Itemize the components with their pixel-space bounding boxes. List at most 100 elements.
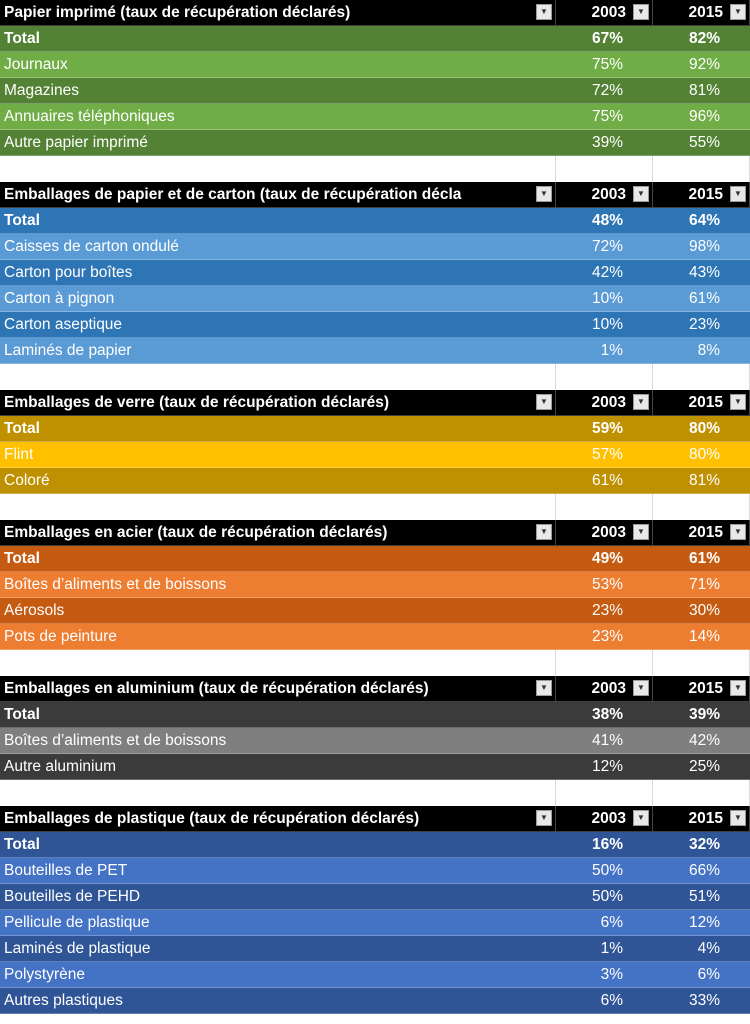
table-row[interactable]: Aérosols 23% 30% [0, 598, 750, 624]
value-year-b: 6% [697, 965, 720, 983]
filter-dropdown-icon[interactable]: ▼ [633, 186, 649, 202]
table-title: Emballages en acier (taux de récupératio… [0, 520, 556, 545]
filter-dropdown-icon[interactable]: ▼ [633, 810, 649, 826]
table-row[interactable]: Annuaires téléphoniques 75% 96% [0, 104, 750, 130]
value-year-b: 8% [697, 341, 720, 359]
table-row[interactable]: Boîtes d’aliments et de boissons 41% 42% [0, 728, 750, 754]
value-year-a: 10% [591, 289, 623, 307]
empty-cell [653, 364, 750, 390]
table-row[interactable]: Journaux 75% 92% [0, 52, 750, 78]
empty-cell [0, 780, 556, 806]
column-header-year-a: 2003 ▼ [556, 0, 653, 25]
year-b-label: 2015 [688, 393, 723, 411]
empty-cell [0, 650, 556, 676]
table-title: Papier imprimé (taux de récupération déc… [0, 0, 556, 25]
filter-dropdown-icon[interactable]: ▼ [633, 680, 649, 696]
empty-cell [556, 650, 653, 676]
spacer-row [0, 780, 750, 806]
table-header-row: Emballages de verre (taux de récupératio… [0, 390, 750, 416]
table-row[interactable]: Carton à pignon 10% 61% [0, 286, 750, 312]
filter-dropdown-icon[interactable]: ▼ [536, 680, 552, 696]
filter-dropdown-icon[interactable]: ▼ [730, 4, 746, 20]
table-row[interactable]: Flint 57% 80% [0, 442, 750, 468]
row-label: Laminés de plastique [4, 939, 151, 957]
filter-dropdown-icon[interactable]: ▼ [730, 810, 746, 826]
value-year-b: 81% [688, 471, 720, 489]
empty-cell [556, 364, 653, 390]
filter-dropdown-icon[interactable]: ▼ [730, 524, 746, 540]
table-row[interactable]: Autre aluminium 12% 25% [0, 754, 750, 780]
value-year-b: 64% [688, 211, 720, 229]
year-a-label: 2003 [591, 393, 626, 411]
empty-cell [0, 156, 556, 182]
table-row[interactable]: Pellicule de plastique 6% 12% [0, 910, 750, 936]
filter-dropdown-icon[interactable]: ▼ [730, 394, 746, 410]
filter-dropdown-icon[interactable]: ▼ [536, 394, 552, 410]
table-row[interactable]: Coloré 61% 81% [0, 468, 750, 494]
empty-cell [653, 780, 750, 806]
table-row[interactable]: Magazines 72% 81% [0, 78, 750, 104]
filter-dropdown-icon[interactable]: ▼ [536, 810, 552, 826]
value-year-b: 32% [688, 835, 720, 853]
row-label: Total [4, 29, 40, 47]
filter-dropdown-icon[interactable]: ▼ [536, 186, 552, 202]
table-row[interactable]: Laminés de papier 1% 8% [0, 338, 750, 364]
table-total-row[interactable]: Total 38% 39% [0, 702, 750, 728]
table-row[interactable]: Bouteilles de PET 50% 66% [0, 858, 750, 884]
filter-dropdown-icon[interactable]: ▼ [633, 524, 649, 540]
filter-dropdown-icon[interactable]: ▼ [536, 4, 552, 20]
table-row[interactable]: Caisses de carton ondulé 72% 98% [0, 234, 750, 260]
table-row[interactable]: Boîtes d’aliments et de boissons 53% 71% [0, 572, 750, 598]
value-year-b: 25% [688, 757, 720, 775]
filter-dropdown-icon[interactable]: ▼ [730, 186, 746, 202]
value-year-a: 12% [591, 757, 623, 775]
column-header-year-a: 2003 ▼ [556, 390, 653, 415]
table-row[interactable]: Carton pour boîtes 42% 43% [0, 260, 750, 286]
value-year-a: 50% [591, 887, 623, 905]
value-year-b: 23% [688, 315, 720, 333]
empty-cell [556, 494, 653, 520]
year-a-label: 2003 [591, 185, 626, 203]
table-row[interactable]: Autre papier imprimé 39% 55% [0, 130, 750, 156]
column-header-year-b: 2015 ▼ [653, 390, 750, 415]
table-row[interactable]: Laminés de plastique 1% 4% [0, 936, 750, 962]
value-year-a: 38% [591, 705, 623, 723]
table-title: Emballages en aluminium (taux de récupér… [0, 676, 556, 701]
filter-dropdown-icon[interactable]: ▼ [633, 4, 649, 20]
value-year-b: 82% [688, 29, 720, 47]
table-header-row: Emballages de plastique (taux de récupér… [0, 806, 750, 832]
row-label: Bouteilles de PEHD [4, 887, 141, 905]
filter-dropdown-icon[interactable]: ▼ [536, 524, 552, 540]
table-total-row[interactable]: Total 59% 80% [0, 416, 750, 442]
value-year-b: 61% [688, 289, 720, 307]
spacer-row [0, 364, 750, 390]
value-year-a: 67% [591, 29, 623, 47]
column-header-year-a: 2003 ▼ [556, 676, 653, 701]
table-total-row[interactable]: Total 48% 64% [0, 208, 750, 234]
table-header-row: Emballages en aluminium (taux de récupér… [0, 676, 750, 702]
table-total-row[interactable]: Total 67% 82% [0, 26, 750, 52]
row-label: Autres plastiques [4, 991, 123, 1009]
empty-cell [0, 494, 556, 520]
value-year-b: 14% [688, 627, 720, 645]
value-year-a: 16% [591, 835, 623, 853]
table-row[interactable]: Autres plastiques 6% 33% [0, 988, 750, 1014]
value-year-b: 33% [688, 991, 720, 1009]
table-row[interactable]: Carton aseptique 10% 23% [0, 312, 750, 338]
value-year-b: 80% [688, 419, 720, 437]
table-total-row[interactable]: Total 49% 61% [0, 546, 750, 572]
row-label: Pots de peinture [4, 627, 117, 645]
table-total-row[interactable]: Total 16% 32% [0, 832, 750, 858]
table-row[interactable]: Polystyrène 3% 6% [0, 962, 750, 988]
table-row[interactable]: Pots de peinture 23% 14% [0, 624, 750, 650]
column-header-year-a: 2003 ▼ [556, 182, 653, 207]
filter-dropdown-icon[interactable]: ▼ [633, 394, 649, 410]
table-row[interactable]: Bouteilles de PEHD 50% 51% [0, 884, 750, 910]
spacer-row [0, 156, 750, 182]
row-label: Autre aluminium [4, 757, 116, 775]
table-title-text: Emballages de plastique (taux de récupér… [4, 809, 420, 827]
row-label: Total [4, 835, 40, 853]
value-year-b: 4% [697, 939, 720, 957]
filter-dropdown-icon[interactable]: ▼ [730, 680, 746, 696]
row-label: Total [4, 419, 40, 437]
